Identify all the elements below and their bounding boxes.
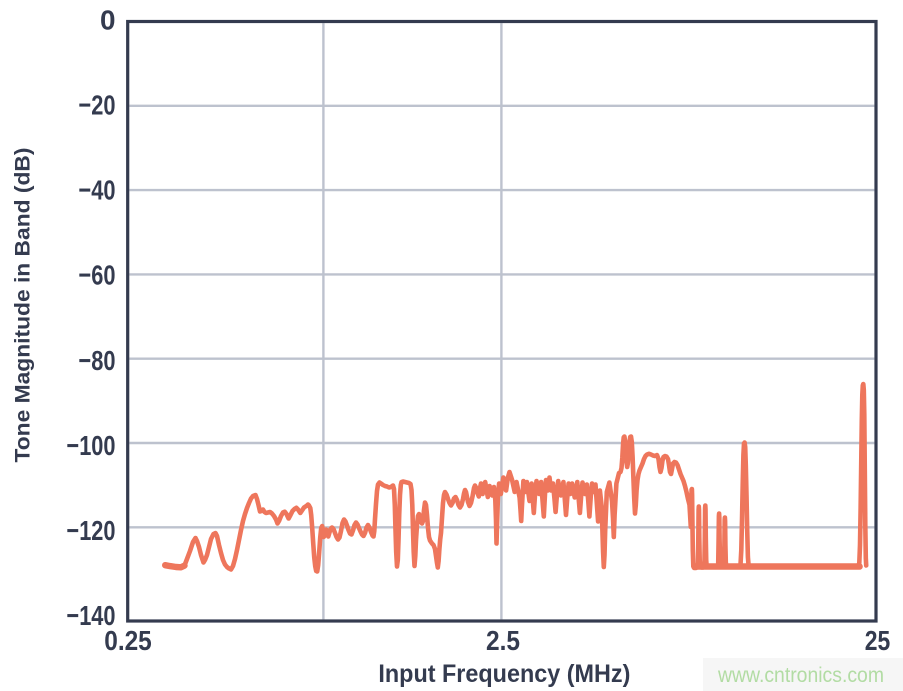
svg-text:−60: −60: [79, 260, 116, 291]
svg-text:2.5: 2.5: [486, 625, 520, 656]
svg-text:Tone Magnitude in Band (dB): Tone Magnitude in Band (dB): [12, 148, 35, 463]
svg-text:−140: −140: [67, 600, 116, 631]
svg-text:−120: −120: [67, 515, 116, 546]
svg-text:−40: −40: [79, 175, 116, 206]
svg-text:0: 0: [100, 4, 116, 35]
svg-text:0.25: 0.25: [104, 625, 152, 656]
svg-text:Input Frequency (MHz): Input Frequency (MHz): [378, 660, 630, 688]
svg-text:25: 25: [865, 625, 891, 656]
svg-text:−80: −80: [79, 345, 116, 376]
svg-text:−100: −100: [67, 430, 116, 461]
svg-text:−20: −20: [79, 90, 116, 121]
svg-text:www.cntronics.com: www.cntronics.com: [717, 664, 884, 687]
